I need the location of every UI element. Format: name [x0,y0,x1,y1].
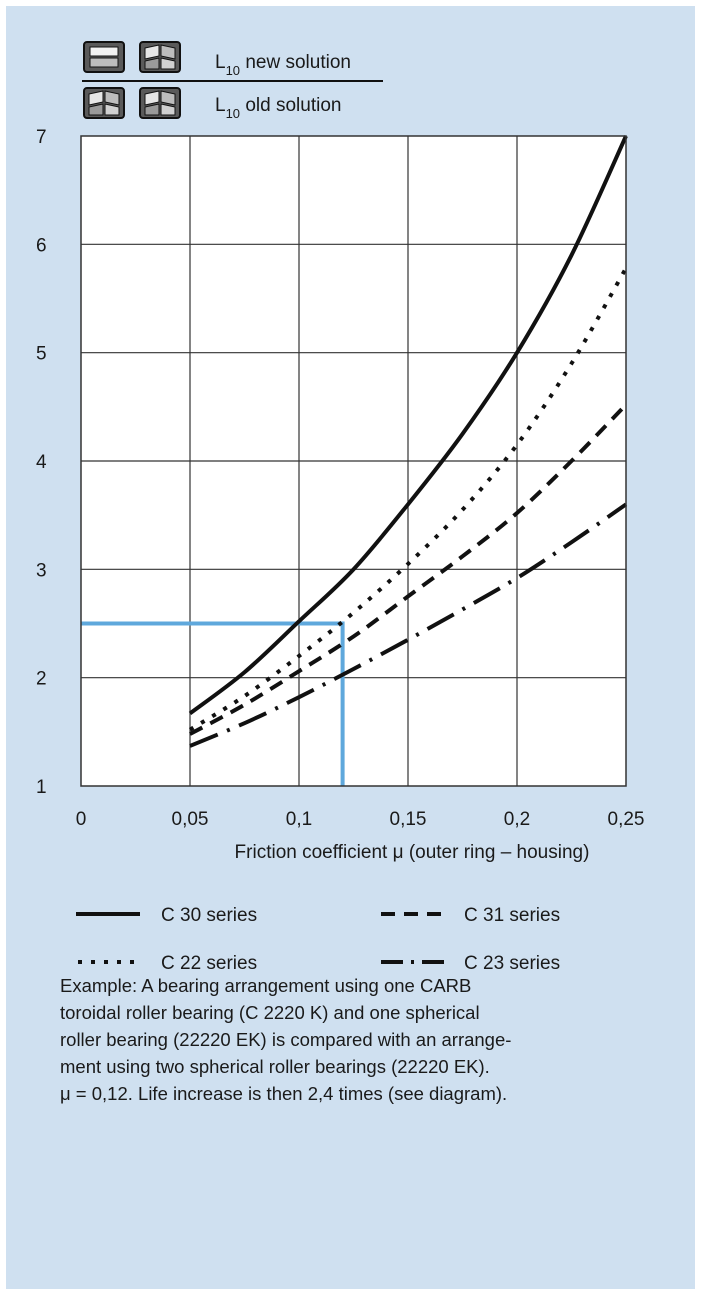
y-tick-label: 2 [36,669,47,690]
series-line-c-31-series [189,403,628,736]
spherical-bearing-icon [139,87,181,119]
carb-bearing-icon [83,41,125,73]
x-tick-label: 0 [76,809,87,830]
example-line: toroidal roller bearing (C 2220 K) and o… [60,1002,480,1023]
spherical-bearing-icon [83,87,125,119]
svg-text:C 23 series: C 23 series [464,953,560,974]
example-guide-line [81,621,345,786]
example-line: μ = 0,12. Life increase is then 2,4 time… [60,1083,508,1104]
grid [81,136,626,786]
x-tick-label: 0,1 [286,809,312,830]
example-annotation [81,621,345,786]
svg-text:C 30 series: C 30 series [161,905,257,926]
series-line-c-22-series [188,267,628,732]
y-tick-label: 3 [36,560,47,581]
y-tick-label: 1 [36,777,47,798]
y-axis-ticks: 1 2 3 4 5 6 7 [36,127,47,798]
y-tick-label: 5 [36,344,47,365]
legend-item-c31: C 31 series [381,905,560,926]
spherical-bearing-icon [139,41,181,73]
x-tick-label: 0,2 [504,809,530,830]
plot-frame [80,135,627,787]
x-tick-label: 0,25 [608,809,645,830]
series-line-c-23-series [189,502,628,748]
example-line: roller bearing (22220 EK) is compared wi… [60,1029,512,1050]
ratio-header: L10 new solution L10 old solution [82,41,383,121]
legend-item-c23: C 23 series [381,953,560,974]
denominator-label: L10 old solution [215,95,341,121]
y-tick-label: 4 [36,452,47,473]
legend-item-c22: C 22 series [78,953,257,974]
x-tick-label: 0,05 [172,809,209,830]
example-text: Example: A bearing arrangement using one… [60,972,660,1107]
legend-item-c30: C 30 series [76,905,257,926]
legend: C 30 series C 31 series C 22 series C 23… [76,905,560,974]
x-tick-label: 0,15 [390,809,427,830]
x-axis-label: Friction coefficient μ (outer ring – hou… [235,842,590,863]
example-line: Example: A bearing arrangement using one… [60,975,472,996]
y-tick-label: 7 [36,127,47,148]
series-line-c-30-series [188,135,628,716]
svg-text:C 22 series: C 22 series [161,953,257,974]
y-tick-label: 6 [36,235,47,256]
svg-text:C 31 series: C 31 series [464,905,560,926]
example-line: ment using two spherical roller bearings… [60,1056,490,1077]
x-axis-ticks: 0 0,05 0,1 0,15 0,2 0,25 [76,809,645,830]
series-lines [188,135,628,748]
numerator-label: L10 new solution [215,52,351,78]
